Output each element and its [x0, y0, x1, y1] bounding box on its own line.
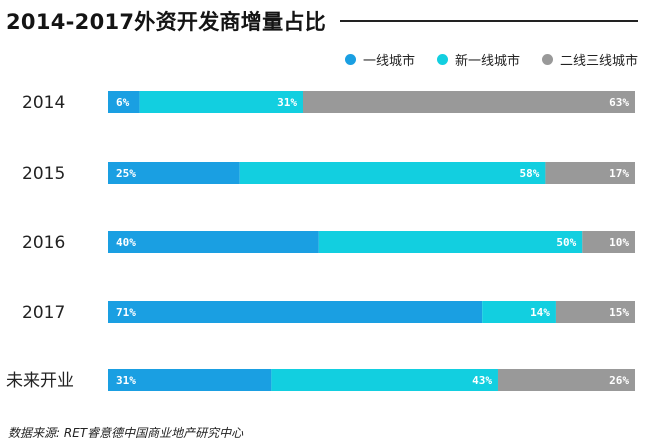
- legend-item-tier23: 二线三线城市: [541, 50, 638, 69]
- legend-label-tier1: 一线城市: [362, 54, 415, 69]
- legend-swatch-new-tier1: [436, 54, 448, 65]
- category-label: 2014: [22, 93, 65, 113]
- legend-swatch-tier23: [541, 54, 553, 65]
- data-source-note: 数据来源: RET睿意德中国商业地产研究中心: [8, 426, 244, 440]
- data-label-tier23: 26%: [609, 374, 629, 387]
- data-label-tier23: 17%: [609, 167, 629, 180]
- bar-segment-tier23: [497, 369, 635, 391]
- legend-label-tier23: 二线三线城市: [559, 54, 638, 69]
- category-label: 未来开业: [6, 371, 74, 391]
- data-label-tier23: 15%: [609, 306, 629, 319]
- category-label: 2015: [22, 164, 65, 184]
- bar-segment-new-tier1: [318, 231, 583, 253]
- data-label-tier1: 6%: [116, 96, 130, 109]
- data-label-tier23: 10%: [609, 236, 629, 249]
- legend-item-new-tier1: 新一线城市: [436, 50, 520, 69]
- bar-segment-tier23: [582, 231, 635, 253]
- data-label-tier1: 71%: [116, 306, 136, 319]
- data-label-new-tier1: 43%: [472, 374, 492, 387]
- data-label-tier1: 31%: [116, 374, 136, 387]
- data-label-new-tier1: 14%: [530, 306, 550, 319]
- category-label: 2017: [22, 303, 65, 323]
- data-label-new-tier1: 50%: [556, 236, 576, 249]
- chart-legend: 一线城市 新一线城市 二线三线城市: [344, 50, 638, 69]
- data-label-new-tier1: 31%: [277, 96, 297, 109]
- bar-segment-new-tier1: [482, 301, 556, 323]
- legend-item-tier1: 一线城市: [344, 50, 415, 69]
- bar-segment-new-tier1: [271, 369, 498, 391]
- data-label-tier23: 63%: [609, 96, 629, 109]
- title-divider: [340, 20, 638, 22]
- bar-segment-tier1: [108, 369, 272, 391]
- bar-segment-tier23: [545, 162, 635, 184]
- bar-segment-tier1: [108, 301, 483, 323]
- bar-segment-tier1: [108, 162, 240, 184]
- category-label: 2016: [22, 233, 65, 253]
- legend-label-new-tier1: 新一线城市: [454, 54, 520, 69]
- bar-segment-tier23: [302, 91, 635, 113]
- bar-segment-tier1: [108, 231, 319, 253]
- data-label-new-tier1: 58%: [520, 167, 540, 180]
- chart-title: 2014-2017外资开发商增量占比: [6, 10, 327, 34]
- data-label-tier1: 40%: [116, 236, 136, 249]
- bar-segment-tier1: [108, 91, 140, 113]
- bar-segment-new-tier1: [139, 91, 303, 113]
- bar-segment-new-tier1: [239, 162, 546, 184]
- legend-swatch-tier1: [344, 54, 356, 65]
- data-label-tier1: 25%: [116, 167, 136, 180]
- bar-segment-tier23: [555, 301, 635, 323]
